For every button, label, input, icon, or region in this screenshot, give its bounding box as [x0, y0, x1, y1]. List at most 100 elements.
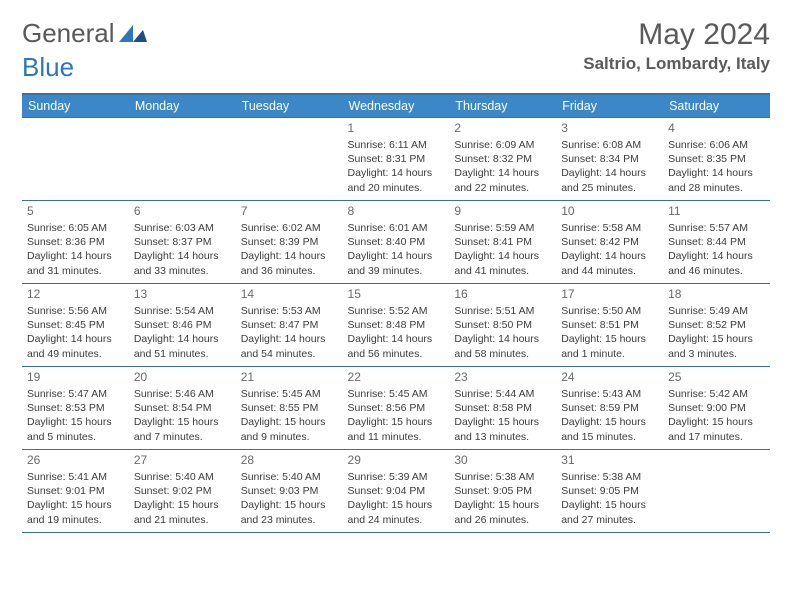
detail-sunset: Sunset: 9:00 PM: [668, 401, 765, 415]
detail-dl1: Daylight: 14 hours: [134, 332, 231, 346]
detail-sunrise: Sunrise: 5:51 AM: [454, 304, 551, 318]
detail-sunrise: Sunrise: 6:02 AM: [241, 221, 338, 235]
detail-dl1: Daylight: 14 hours: [241, 332, 338, 346]
detail-dl2: and 31 minutes.: [27, 264, 124, 278]
detail-dl1: Daylight: 14 hours: [27, 249, 124, 263]
detail-dl1: Daylight: 15 hours: [668, 332, 765, 346]
calendar-cell: 13Sunrise: 5:54 AMSunset: 8:46 PMDayligh…: [129, 284, 236, 367]
detail-sunset: Sunset: 8:44 PM: [668, 235, 765, 249]
detail-dl1: Daylight: 14 hours: [348, 249, 445, 263]
calendar-cell: 1Sunrise: 6:11 AMSunset: 8:31 PMDaylight…: [343, 118, 450, 201]
detail-dl1: Daylight: 15 hours: [241, 415, 338, 429]
cell-wrap: 21Sunrise: 5:45 AMSunset: 8:55 PMDayligh…: [236, 367, 343, 448]
detail-dl2: and 25 minutes.: [561, 181, 658, 195]
detail-sunrise: Sunrise: 5:39 AM: [348, 470, 445, 484]
cell-wrap: 13Sunrise: 5:54 AMSunset: 8:46 PMDayligh…: [129, 284, 236, 365]
page: General May 2024 Saltrio, Lombardy, Ital…: [0, 0, 792, 551]
cell-wrap: 7Sunrise: 6:02 AMSunset: 8:39 PMDaylight…: [236, 201, 343, 282]
day-number: 25: [668, 370, 765, 384]
cell-wrap: 3Sunrise: 6:08 AMSunset: 8:34 PMDaylight…: [556, 118, 663, 199]
day-number: 2: [454, 121, 551, 135]
detail-sunset: Sunset: 8:41 PM: [454, 235, 551, 249]
calendar-row: 26Sunrise: 5:41 AMSunset: 9:01 PMDayligh…: [22, 450, 770, 533]
detail-dl2: and 39 minutes.: [348, 264, 445, 278]
detail-sunset: Sunset: 9:01 PM: [27, 484, 124, 498]
detail-sunrise: Sunrise: 5:42 AM: [668, 387, 765, 401]
day-number: 23: [454, 370, 551, 384]
detail-sunset: Sunset: 9:02 PM: [134, 484, 231, 498]
cell-wrap: 29Sunrise: 5:39 AMSunset: 9:04 PMDayligh…: [343, 450, 450, 531]
detail-dl1: Daylight: 15 hours: [561, 415, 658, 429]
detail-dl1: Daylight: 15 hours: [134, 498, 231, 512]
detail-sunset: Sunset: 8:39 PM: [241, 235, 338, 249]
cell-wrap: 27Sunrise: 5:40 AMSunset: 9:02 PMDayligh…: [129, 450, 236, 531]
calendar-cell: 30Sunrise: 5:38 AMSunset: 9:05 PMDayligh…: [449, 450, 556, 533]
day-number: 13: [134, 287, 231, 301]
detail-dl1: Daylight: 14 hours: [348, 166, 445, 180]
day-number: 12: [27, 287, 124, 301]
detail-sunset: Sunset: 8:32 PM: [454, 152, 551, 166]
detail-sunrise: Sunrise: 5:47 AM: [27, 387, 124, 401]
detail-dl1: Daylight: 14 hours: [668, 249, 765, 263]
detail-dl2: and 28 minutes.: [668, 181, 765, 195]
day-header: Friday: [556, 94, 663, 118]
detail-sunrise: Sunrise: 5:59 AM: [454, 221, 551, 235]
logo-icon: [119, 24, 147, 44]
detail-dl2: and 13 minutes.: [454, 430, 551, 444]
calendar-cell: [129, 118, 236, 201]
detail-sunset: Sunset: 8:47 PM: [241, 318, 338, 332]
day-header: Saturday: [663, 94, 770, 118]
cell-wrap: 1Sunrise: 6:11 AMSunset: 8:31 PMDaylight…: [343, 118, 450, 199]
detail-sunset: Sunset: 8:51 PM: [561, 318, 658, 332]
calendar-cell: 7Sunrise: 6:02 AMSunset: 8:39 PMDaylight…: [236, 201, 343, 284]
detail-dl2: and 11 minutes.: [348, 430, 445, 444]
detail-dl2: and 27 minutes.: [561, 513, 658, 527]
detail-sunrise: Sunrise: 6:09 AM: [454, 138, 551, 152]
detail-sunrise: Sunrise: 6:05 AM: [27, 221, 124, 235]
cell-wrap: 19Sunrise: 5:47 AMSunset: 8:53 PMDayligh…: [22, 367, 129, 448]
calendar-cell: 3Sunrise: 6:08 AMSunset: 8:34 PMDaylight…: [556, 118, 663, 201]
cell-wrap: 8Sunrise: 6:01 AMSunset: 8:40 PMDaylight…: [343, 201, 450, 282]
detail-dl1: Daylight: 15 hours: [668, 415, 765, 429]
detail-sunset: Sunset: 8:52 PM: [668, 318, 765, 332]
detail-dl1: Daylight: 15 hours: [27, 498, 124, 512]
detail-sunrise: Sunrise: 5:52 AM: [348, 304, 445, 318]
day-number: 18: [668, 287, 765, 301]
detail-sunrise: Sunrise: 5:41 AM: [27, 470, 124, 484]
detail-sunset: Sunset: 8:59 PM: [561, 401, 658, 415]
cell-wrap: 15Sunrise: 5:52 AMSunset: 8:48 PMDayligh…: [343, 284, 450, 365]
day-number: 20: [134, 370, 231, 384]
cell-wrap: 11Sunrise: 5:57 AMSunset: 8:44 PMDayligh…: [663, 201, 770, 282]
detail-sunrise: Sunrise: 6:01 AM: [348, 221, 445, 235]
detail-sunset: Sunset: 8:55 PM: [241, 401, 338, 415]
detail-dl1: Daylight: 15 hours: [134, 415, 231, 429]
calendar-table: Sunday Monday Tuesday Wednesday Thursday…: [22, 93, 770, 533]
title-month: May 2024: [583, 18, 770, 52]
calendar-cell: 16Sunrise: 5:51 AMSunset: 8:50 PMDayligh…: [449, 284, 556, 367]
detail-dl1: Daylight: 15 hours: [561, 498, 658, 512]
calendar-row: 5Sunrise: 6:05 AMSunset: 8:36 PMDaylight…: [22, 201, 770, 284]
day-number: 10: [561, 204, 658, 218]
day-header: Sunday: [22, 94, 129, 118]
cell-wrap: 20Sunrise: 5:46 AMSunset: 8:54 PMDayligh…: [129, 367, 236, 448]
detail-dl2: and 15 minutes.: [561, 430, 658, 444]
detail-sunrise: Sunrise: 5:56 AM: [27, 304, 124, 318]
day-number: 17: [561, 287, 658, 301]
calendar-cell: [663, 450, 770, 533]
detail-sunset: Sunset: 8:37 PM: [134, 235, 231, 249]
calendar-cell: 31Sunrise: 5:38 AMSunset: 9:05 PMDayligh…: [556, 450, 663, 533]
detail-dl2: and 58 minutes.: [454, 347, 551, 361]
detail-dl1: Daylight: 14 hours: [561, 166, 658, 180]
calendar-row: 1Sunrise: 6:11 AMSunset: 8:31 PMDaylight…: [22, 118, 770, 201]
detail-sunset: Sunset: 8:45 PM: [27, 318, 124, 332]
detail-sunrise: Sunrise: 5:50 AM: [561, 304, 658, 318]
calendar-cell: 20Sunrise: 5:46 AMSunset: 8:54 PMDayligh…: [129, 367, 236, 450]
detail-dl2: and 49 minutes.: [27, 347, 124, 361]
detail-dl1: Daylight: 14 hours: [241, 249, 338, 263]
detail-dl1: Daylight: 14 hours: [454, 332, 551, 346]
detail-sunrise: Sunrise: 5:44 AM: [454, 387, 551, 401]
calendar-cell: 12Sunrise: 5:56 AMSunset: 8:45 PMDayligh…: [22, 284, 129, 367]
detail-dl1: Daylight: 15 hours: [241, 498, 338, 512]
detail-sunrise: Sunrise: 5:46 AM: [134, 387, 231, 401]
detail-sunrise: Sunrise: 5:54 AM: [134, 304, 231, 318]
